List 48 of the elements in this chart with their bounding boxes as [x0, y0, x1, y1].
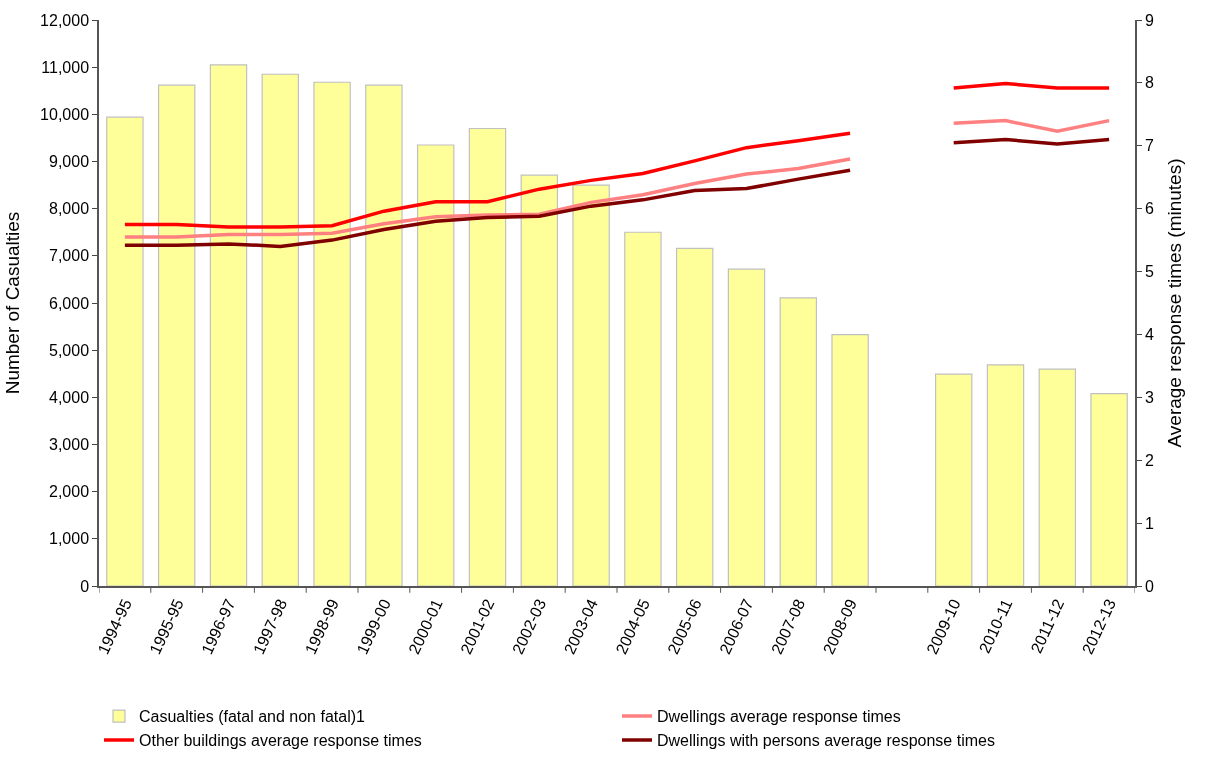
y-tick-label: 1,000	[49, 530, 90, 548]
y2-tick-label: 0	[1144, 577, 1154, 595]
y2-axis-title: Average response times (minutes)	[1164, 158, 1186, 448]
bar	[468, 127, 507, 586]
y-tick-label: 4,000	[49, 388, 90, 406]
y-tick-label: 3,000	[49, 436, 90, 454]
y-tick-label: 5,000	[49, 341, 90, 359]
bar	[261, 73, 300, 586]
y2-tick-label: 2	[1144, 451, 1154, 469]
y-tick-label: 12,000	[40, 11, 90, 29]
bar	[209, 64, 248, 586]
y-tick-label: 0	[80, 577, 90, 595]
bar	[520, 174, 559, 586]
y2-tick-label: 3	[1144, 388, 1154, 406]
bar	[675, 247, 714, 586]
bar	[831, 334, 869, 586]
bar	[1038, 368, 1077, 586]
bar	[365, 84, 403, 586]
y2-tick-label: 1	[1144, 514, 1154, 532]
legend-label: Other buildings average response times	[139, 732, 422, 750]
y-tick-label: 10,000	[40, 105, 90, 123]
legend-label: Casualties (fatal and non fatal)1	[139, 708, 366, 726]
bar	[779, 297, 818, 586]
bar	[157, 84, 196, 586]
y-tick-label: 6,000	[49, 294, 90, 312]
legend-label: Dwellings with persons average response times	[657, 732, 995, 750]
y-tick-label: 7,000	[49, 247, 90, 265]
y-axis-title: Number of Casualties	[2, 211, 24, 395]
y2-tick-label: 9	[1144, 11, 1154, 29]
bar	[624, 231, 662, 586]
bar	[727, 268, 766, 586]
bar	[934, 373, 973, 586]
y-tick-label: 2,000	[49, 483, 90, 501]
y2-tick-label: 5	[1144, 263, 1154, 281]
y2-tick-label: 4	[1144, 326, 1154, 344]
y-tick-label: 9,000	[49, 153, 90, 171]
bar	[572, 184, 610, 586]
legend-label: Dwellings average response times	[657, 708, 901, 726]
bar	[986, 364, 1025, 586]
bar	[106, 116, 144, 586]
y-tick-label: 11,000	[41, 58, 90, 76]
bar	[1090, 392, 1128, 586]
bar	[313, 81, 351, 586]
y2-tick-label: 6	[1144, 200, 1154, 218]
y-tick-label: 8,000	[49, 200, 90, 218]
y2-tick-label: 8	[1144, 74, 1154, 92]
bar	[416, 144, 455, 586]
y2-tick-label: 7	[1144, 137, 1154, 155]
